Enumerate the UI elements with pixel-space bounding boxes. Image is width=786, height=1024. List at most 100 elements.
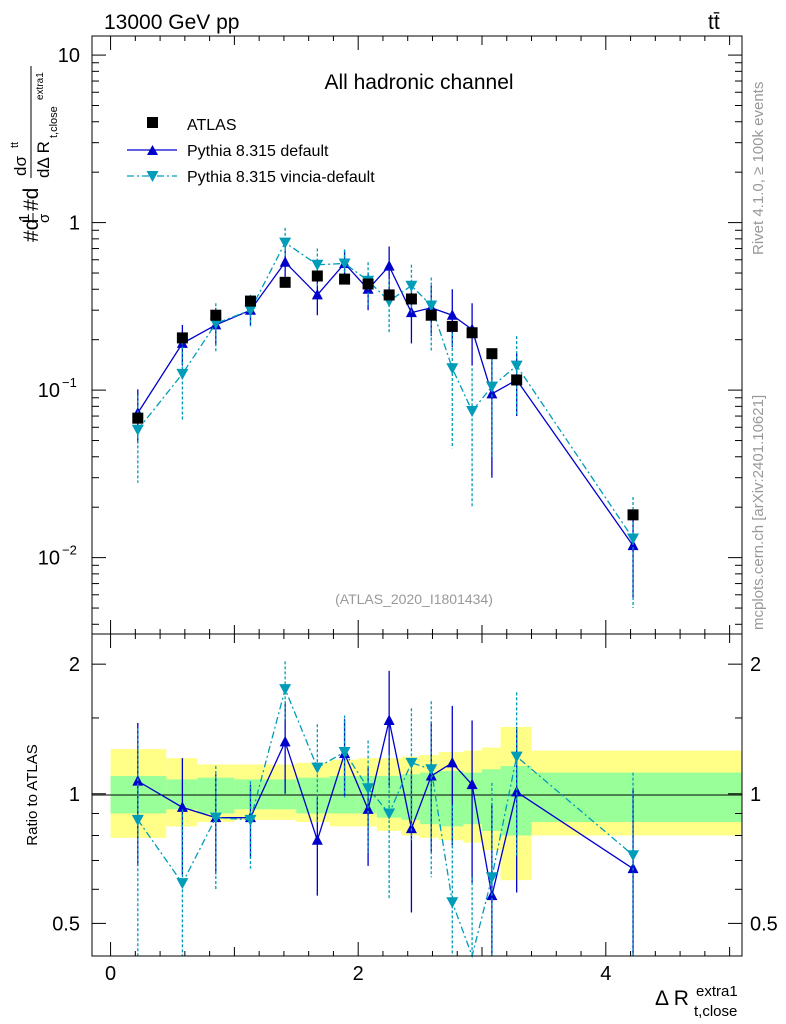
ratio-vincia-point (279, 684, 292, 696)
legend-default-label: Pythia 8.315 default (187, 143, 329, 160)
ratio-default-point (383, 714, 395, 725)
main-atlas-point (466, 327, 478, 339)
main-atlas-point (383, 289, 395, 301)
main-atlas-point (132, 412, 144, 424)
ratio-uncertainty-bands (110, 726, 742, 881)
ratio-y-tick-label-right: 2 (750, 654, 761, 676)
legend-atlas-label: ATLAS (187, 117, 237, 134)
main-default-point (486, 387, 498, 399)
main-vincia-point (311, 259, 324, 271)
main-atlas-point (244, 295, 256, 307)
legend-vincia-label: Pythia 8.315 vincia-default (187, 169, 375, 186)
ratio-default-point (362, 803, 374, 814)
main-atlas-point (311, 270, 323, 282)
main-default-line (137, 261, 634, 546)
main-vincia-point (510, 360, 523, 372)
main-atlas-point (446, 320, 458, 332)
main-default-point (446, 309, 458, 320)
main-y-tick-exponent: −2 (62, 543, 77, 558)
main-y-tick-label: 10 (38, 380, 60, 402)
ratio-default-point (176, 801, 188, 812)
x-tick-label: 2 (353, 963, 364, 985)
main-vincia-point (244, 305, 257, 317)
energy-label: 13000 GeV pp (104, 11, 239, 34)
ratio-vincia-point (244, 814, 257, 826)
ratio-y-tick-label-left: 0.5 (52, 913, 80, 935)
y-axis-label: #d 1 σ #d dσ tt dΔ R t,close extra1 (9, 66, 60, 242)
main-atlas-point (511, 374, 523, 386)
ratio-y-tick-label-right: 0.5 (750, 913, 778, 935)
ratio-vincia-point (131, 814, 144, 826)
ratio-vincia-point (383, 808, 396, 820)
main-vincia-line (137, 241, 634, 539)
x-tick-label: 4 (600, 963, 611, 985)
ratio-vincia-point (311, 762, 324, 774)
main-vincia-point (176, 368, 189, 380)
main-y-tick-label: 1 (69, 213, 80, 235)
main-y-tick-label: 10 (58, 45, 80, 67)
main-atlas-point (210, 309, 222, 321)
main-atlas-point (339, 273, 351, 285)
ratio-vincia-point (485, 872, 498, 884)
svg-text:t,close: t,close (694, 1003, 737, 1020)
svg-text:1: 1 (16, 214, 33, 222)
ratio-vincia-point (425, 764, 438, 776)
ratio-default-point (279, 735, 291, 747)
ratio-vincia-point (510, 751, 523, 763)
ratio-stat-band (265, 779, 297, 810)
svg-text:tt: tt (9, 142, 21, 148)
x-axis-label: Δ R t,close extra1 (655, 983, 738, 1020)
main-atlas-point (627, 509, 639, 521)
main-atlas-point (176, 332, 188, 344)
main-vincia-point (209, 318, 222, 330)
legend-default-marker (147, 145, 158, 155)
main-vincia-point (425, 300, 438, 312)
ratio-y-tick-label-left: 1 (69, 784, 80, 806)
ratio-vincia-line (137, 687, 634, 959)
main-y-tick-exponent: −1 (62, 375, 77, 390)
main-default-point (311, 288, 323, 300)
svg-text:#d: #d (20, 219, 43, 242)
ratio-default-point (446, 756, 458, 768)
ratio-vincia-point (338, 747, 351, 759)
ratio-stat-band (438, 770, 464, 827)
svg-text:dΔ R: dΔ R (34, 141, 53, 178)
ratio-default-point (311, 834, 323, 845)
legend-vincia-marker (146, 171, 159, 182)
main-atlas-point (486, 348, 498, 360)
ratio-series-group (131, 661, 640, 959)
ratio-y-axis-label: Ratio to ATLAS (24, 744, 41, 845)
ratio-stat-band (296, 777, 330, 814)
main-atlas-point (362, 278, 374, 290)
svg-text:Δ R: Δ R (655, 987, 689, 1010)
svg-text:extra1: extra1 (35, 72, 46, 100)
main-vincia-point (446, 363, 459, 375)
main-vincia-point (466, 406, 479, 418)
ratio-vincia-point (627, 850, 640, 862)
rivet-label: Rivet 4.1.0, ≥ 100k events (750, 82, 767, 255)
chart-title: All hadronic channel (324, 71, 513, 94)
main-default-point (383, 260, 395, 271)
ratio-vincia-point (362, 783, 375, 795)
x-tick-label: 0 (105, 963, 116, 985)
svg-text:dσ: dσ (11, 156, 30, 176)
ratio-vincia-point (446, 897, 459, 909)
mcplots-label: mcplots.cern.ch [arXiv:2401.10621] (750, 395, 767, 630)
legend: ATLAS Pythia 8.315 default Pythia 8.315 … (127, 117, 375, 186)
svg-text:σ: σ (36, 213, 53, 223)
main-atlas-point (425, 309, 437, 321)
svg-text:extra1: extra1 (696, 983, 738, 1000)
ratio-y-tick-label-left: 2 (69, 654, 80, 676)
ratio-default-point (511, 785, 523, 797)
axis-ticks (92, 36, 742, 956)
svg-text:t,close: t,close (48, 106, 60, 138)
ratio-stat-band (531, 772, 742, 822)
ratio-default-point (466, 778, 478, 790)
main-vincia-point (338, 258, 351, 270)
ratio-default-line (137, 720, 634, 896)
main-default-point (279, 256, 291, 267)
ratio-plot-frame (91, 633, 743, 957)
legend-atlas-marker (147, 117, 158, 128)
ratio-y-tick-label-right: 1 (750, 784, 761, 806)
